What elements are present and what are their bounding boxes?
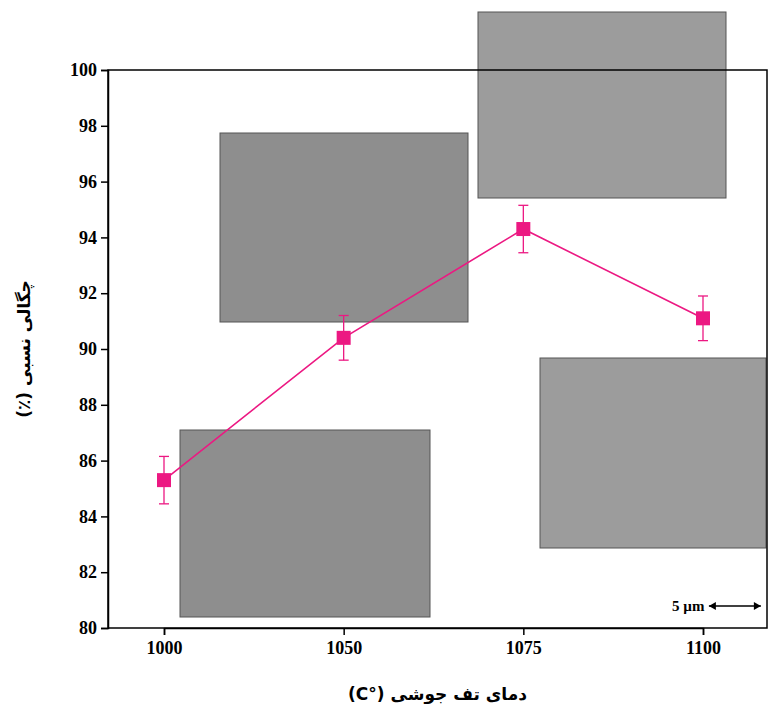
y-tick-mark xyxy=(101,293,108,295)
x-tick: 1075 xyxy=(506,628,542,658)
error-bar-cap xyxy=(159,503,169,504)
y-tick-label: 96 xyxy=(79,172,97,192)
y-tick: 100 xyxy=(70,60,108,80)
sem-inset xyxy=(180,430,430,617)
error-bar-cap xyxy=(698,340,708,341)
plot-frame xyxy=(108,70,767,628)
y-tick: 92 xyxy=(79,283,108,303)
scale-bar-line xyxy=(709,605,761,607)
y-tick: 82 xyxy=(79,562,108,582)
x-axis-line xyxy=(165,629,704,636)
y-tick-mark xyxy=(101,237,108,239)
x-tick: 1100 xyxy=(686,628,721,658)
y-tick-mark xyxy=(101,126,108,128)
x-tick-label: 1075 xyxy=(506,638,542,658)
y-tick-mark xyxy=(101,349,108,351)
y-tick: 98 xyxy=(79,116,108,136)
y-tick-mark xyxy=(101,516,108,518)
y-tick-mark xyxy=(101,460,108,462)
y-tick-label: 88 xyxy=(79,395,97,415)
y-tick: 80 xyxy=(79,618,108,638)
y-tick-label: 94 xyxy=(79,228,97,248)
data-point xyxy=(516,222,530,236)
plot: 80 82 84 86 88 90 92 94 96 98 100 1000 1050 1075 1100 xyxy=(70,60,767,658)
y-tick: 90 xyxy=(79,339,108,359)
scale-bar-label: 5 µm xyxy=(672,598,705,614)
chart: 80 82 84 86 88 90 92 94 96 98 100 1000 1050 1075 1100 د… xyxy=(0,0,781,714)
error-bar-cap xyxy=(518,205,528,206)
y-axis: 80 82 84 86 88 90 92 94 96 98 100 xyxy=(70,60,109,638)
y-tick-label: 98 xyxy=(79,116,97,136)
x-tick-label: 1050 xyxy=(326,638,362,658)
y-tick-label: 84 xyxy=(79,507,97,527)
insets xyxy=(180,12,766,617)
scale-bar-arrow xyxy=(709,602,716,610)
x-tick-mark xyxy=(164,628,166,635)
x-tick: 1050 xyxy=(326,628,362,658)
x-tick-mark xyxy=(703,628,705,635)
x-axis: 1000 1050 1075 1100 xyxy=(147,628,722,658)
y-tick: 88 xyxy=(79,395,108,415)
y-tick-mark xyxy=(101,405,108,407)
sem-inset xyxy=(478,12,726,198)
y-tick-label: 86 xyxy=(79,451,97,471)
y-tick-label: 100 xyxy=(70,60,97,80)
y-tick-label: 82 xyxy=(79,562,97,582)
y-tick-label: 90 xyxy=(79,339,97,359)
y-tick: 86 xyxy=(79,451,108,471)
y-tick: 94 xyxy=(79,228,108,248)
y-tick: 96 xyxy=(79,172,108,192)
scale-bar: 5 µm xyxy=(672,598,761,614)
y-tick-mark xyxy=(101,181,108,183)
x-tick: 1000 xyxy=(147,628,183,658)
y-tick-mark xyxy=(101,628,108,630)
data xyxy=(157,205,710,504)
error-bar-cap xyxy=(518,252,528,253)
y-tick-label: 92 xyxy=(79,283,97,303)
error-bar-cap xyxy=(339,315,349,316)
x-tick-label: 1100 xyxy=(686,638,721,658)
y-tick: 84 xyxy=(79,507,108,527)
x-tick-mark xyxy=(523,628,525,635)
x-tick-mark xyxy=(343,628,345,635)
x-tick-label: 1000 xyxy=(147,638,183,658)
series-line xyxy=(164,229,703,480)
data-point xyxy=(696,311,710,325)
error-bar-cap xyxy=(698,295,708,296)
error-bar-cap xyxy=(159,456,169,457)
y-tick-mark xyxy=(101,70,108,72)
error-bar-cap xyxy=(339,360,349,361)
y-axis-line xyxy=(101,71,109,629)
y-tick-label: 80 xyxy=(79,618,97,638)
y-axis-title: چگالی نسبی (٪) xyxy=(14,280,35,418)
data-point xyxy=(337,331,351,345)
scale-bar-arrow xyxy=(754,602,761,610)
y-tick-mark xyxy=(101,572,108,574)
x-axis-title: دمای تف جوشی (°C) xyxy=(348,684,527,705)
sem-inset xyxy=(220,133,468,322)
sem-inset xyxy=(540,358,766,548)
data-point xyxy=(157,473,171,487)
